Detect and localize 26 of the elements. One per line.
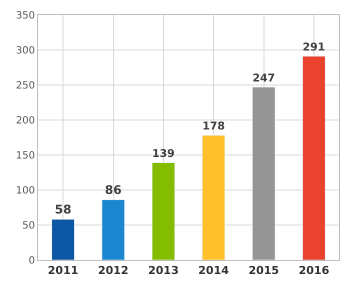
x-tick-label: 2012 xyxy=(98,264,129,278)
y-tick-label: 300 xyxy=(16,46,35,56)
y-tick-label: 100 xyxy=(16,186,35,196)
y-tick-label: 350 xyxy=(16,10,35,22)
x-tick-label: 2013 xyxy=(148,264,179,278)
data-label: 291 xyxy=(302,40,326,54)
bar xyxy=(102,200,125,260)
bar xyxy=(152,162,175,260)
data-label: 58 xyxy=(54,202,72,216)
y-tick-label: 200 xyxy=(16,116,35,126)
x-tick-label: 2016 xyxy=(298,264,330,278)
bar xyxy=(52,219,75,260)
y-tick-label: 150 xyxy=(16,150,35,162)
x-tick-label: 2014 xyxy=(198,264,230,278)
data-label: 178 xyxy=(202,120,225,133)
x-tick-label: 2011 xyxy=(48,264,78,278)
bar xyxy=(202,135,226,260)
bar xyxy=(302,56,326,260)
bar xyxy=(252,86,276,260)
y-tick-label: 0 xyxy=(28,256,35,266)
y-tick-label: 250 xyxy=(16,80,35,92)
data-label: 86 xyxy=(104,182,122,197)
data-label: 247 xyxy=(252,71,276,84)
x-tick-label: 2015 xyxy=(248,264,280,278)
data-label: 139 xyxy=(152,147,175,160)
y-tick-label: 50 xyxy=(22,220,35,232)
